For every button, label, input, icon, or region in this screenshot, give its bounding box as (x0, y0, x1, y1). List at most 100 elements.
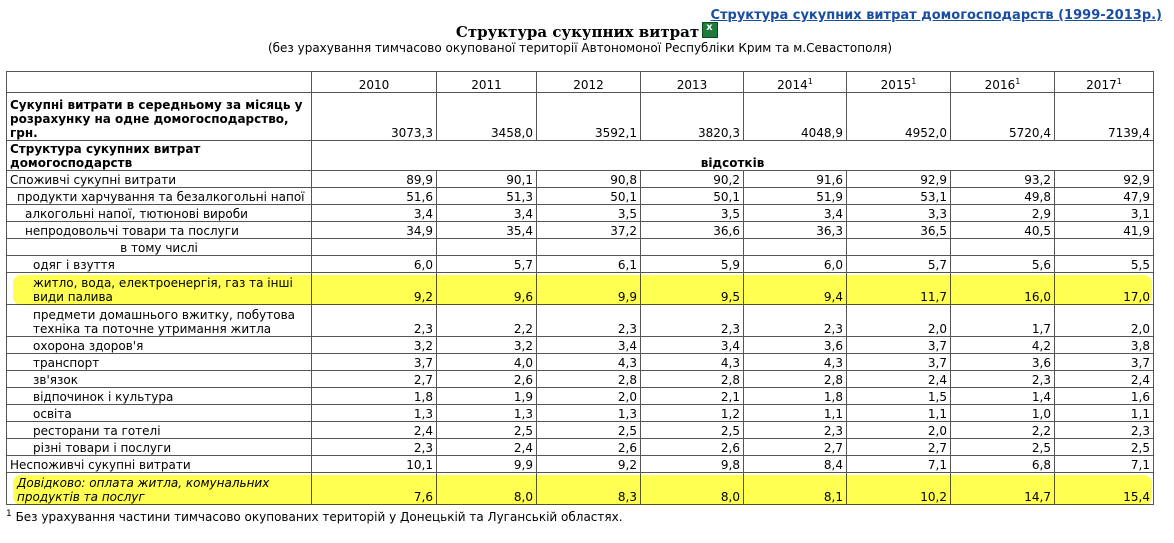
cell: 2,7 (743, 438, 847, 456)
cell: 1,2 (640, 404, 744, 422)
table-row: освіта 1,3 1,3 1,3 1,2 1,1 1,1 1,0 1,1 (6, 404, 1154, 422)
cell: 2,0 (1054, 304, 1154, 337)
year-header: 20161 (950, 71, 1055, 93)
cell: 1,9 (436, 387, 537, 405)
row-label: зв'язок (6, 370, 312, 388)
table-row: непродовольчі товари та послуги 34,9 35,4 3… (6, 221, 1154, 239)
cell (1054, 238, 1154, 256)
cell: 1,7 (950, 304, 1055, 337)
cell: 9,2 (536, 455, 641, 473)
cell: 2,2 (950, 421, 1055, 439)
cell: 3,6 (743, 336, 847, 354)
table-row: охорона здоров'я 3,2 3,2 3,4 3,4 3,6 3,7 4,2 3,8 (6, 336, 1154, 354)
row-label: предмети домашнього вжитку, побутова тех… (6, 304, 312, 337)
table-row: відпочинок і культура 1,8 1,9 2,0 2,1 1,8 1,5 1… (6, 387, 1154, 405)
subtitle: (без урахування тимчасово окупованої тер… (267, 41, 893, 55)
cell: 4,3 (743, 353, 847, 371)
year-header: 20151 (846, 71, 951, 93)
history-link[interactable]: Структура сукупних витрат домогосподарст… (710, 8, 1162, 23)
footnote: 1 Без урахування частини тимчасово окупо… (6, 509, 623, 524)
excel-icon[interactable] (702, 22, 719, 38)
unit-label: відсотків (311, 140, 1154, 171)
cell: 2,6 (436, 370, 537, 388)
cell: 90,8 (536, 170, 641, 188)
cell: 3073,3 (311, 92, 437, 141)
row-label: різні товари і послуги (6, 438, 312, 456)
table-row: Неспоживчі сукупні витрати 10,1 9,9 9,2 9,8 8… (6, 455, 1154, 473)
row-label: Сукупні витрати в середньому за місяць у… (6, 92, 312, 141)
cell: 3,3 (846, 204, 951, 222)
cell: 2,6 (640, 438, 744, 456)
table-row: продукти харчування та безалкогольні нап… (6, 187, 1154, 205)
cell: 2,0 (846, 421, 951, 439)
cell: 1,3 (311, 404, 437, 422)
cell: 51,3 (436, 187, 537, 205)
cell: 3,6 (950, 353, 1055, 371)
row-label: Структура сукупних витрат домогосподарст… (6, 140, 312, 171)
cell: 4048,9 (743, 92, 847, 141)
cell: 4,2 (950, 336, 1055, 354)
row-label: алкогольні напої, тютюнові вироби (6, 204, 312, 222)
cell: 7139,4 (1054, 92, 1154, 141)
cell: 2,3 (536, 304, 641, 337)
cell: 9,8 (640, 455, 744, 473)
cell: 51,6 (311, 187, 437, 205)
cell: 50,1 (640, 187, 744, 205)
cell: 3,4 (640, 336, 744, 354)
cell: 1,1 (846, 404, 951, 422)
row-label: непродовольчі товари та послуги (6, 221, 312, 239)
table-row: зв'язок 2,7 2,6 2,8 2,8 2,8 2,4 2,3 2,4 (6, 370, 1154, 388)
cell: 2,7 (311, 370, 437, 388)
header-empty-cell (6, 71, 312, 93)
cell: 2,0 (846, 304, 951, 337)
row-label: продукти харчування та безалкогольні нап… (6, 187, 312, 205)
cell: 2,2 (436, 304, 537, 337)
cell: 40,5 (950, 221, 1055, 239)
cell: 36,6 (640, 221, 744, 239)
cell: 4,3 (536, 353, 641, 371)
cell: 5,9 (640, 255, 744, 273)
cell (846, 238, 951, 256)
cell: 41,9 (1054, 221, 1154, 239)
cell: 2,5 (950, 438, 1055, 456)
cell: 2,3 (311, 304, 437, 337)
table-row: алкогольні напої, тютюнові вироби 3,4 3,4 3… (6, 204, 1154, 222)
cell: 6,8 (950, 455, 1055, 473)
cell: 2,4 (1054, 370, 1154, 388)
year-header: 2011 (436, 71, 537, 93)
cell: 6,0 (311, 255, 437, 273)
row-label: Неспоживчі сукупні витрати (6, 455, 312, 473)
cell: 1,3 (436, 404, 537, 422)
table-row: різні товари і послуги 2,3 2,4 2,6 2,6 2,7 2,7… (6, 438, 1154, 456)
cell: 2,3 (1054, 421, 1154, 439)
cell: 5,7 (846, 255, 951, 273)
cell: 2,3 (950, 370, 1055, 388)
cell: 2,5 (1054, 438, 1154, 456)
row-label: в тому числі (6, 238, 312, 256)
cell: 4,0 (436, 353, 537, 371)
cell: 10,1 (311, 455, 437, 473)
cell: 51,9 (743, 187, 847, 205)
cell: 93,2 (950, 170, 1055, 188)
cell: 3,7 (846, 336, 951, 354)
row-label: освіта (6, 404, 312, 422)
cell: 2,3 (311, 438, 437, 456)
year-header: 2012 (536, 71, 641, 93)
year-header: 20171 (1054, 71, 1154, 93)
cell: 3,4 (311, 204, 437, 222)
cell: 2,9 (950, 204, 1055, 222)
cell: 2,7 (846, 438, 951, 456)
cell: 37,2 (536, 221, 641, 239)
year-header: 2010 (311, 71, 437, 93)
table-row: транспорт 3,7 4,0 4,3 4,3 4,3 3,7 3,6 3,7 (6, 353, 1154, 371)
cell: 7,1 (846, 455, 951, 473)
cell: 1,1 (1054, 404, 1154, 422)
row-label: одяг і взуття (6, 255, 312, 273)
cell: 91,6 (743, 170, 847, 188)
cell: 3,8 (1054, 336, 1154, 354)
cell: 2,3 (743, 421, 847, 439)
cell: 2,5 (536, 421, 641, 439)
cell: 35,4 (436, 221, 537, 239)
cell: 1,8 (311, 387, 437, 405)
table-row: одяг і взуття 6,0 5,7 6,1 5,9 6,0 5,7 5,6 5,5 (6, 255, 1154, 273)
